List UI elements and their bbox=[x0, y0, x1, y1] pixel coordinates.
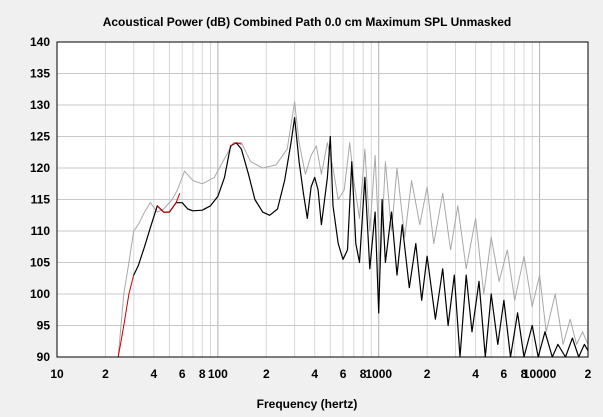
x-tick-label: 8 bbox=[521, 367, 528, 381]
y-tick-label: 110 bbox=[31, 224, 51, 238]
y-tick-label: 105 bbox=[30, 256, 50, 270]
grid bbox=[57, 42, 588, 357]
x-tick-label: 8 bbox=[360, 367, 367, 381]
x-tick-label: 2 bbox=[585, 367, 592, 381]
plot-frame bbox=[56, 41, 589, 358]
y-tick-label: 135 bbox=[30, 67, 50, 81]
x-tick-label: 2 bbox=[424, 367, 431, 381]
x-tick-label: 4 bbox=[151, 367, 158, 381]
x-tick-label: 2 bbox=[263, 367, 270, 381]
series-line-1 bbox=[133, 116, 589, 358]
x-tick-label: 8 bbox=[199, 367, 206, 381]
y-tick-labels: 140 135 130 125 120 115 110 105 100 95 90 bbox=[30, 35, 50, 364]
y-tick-label: 130 bbox=[30, 98, 50, 112]
y-tick-label: 140 bbox=[30, 35, 50, 49]
x-tick-label: 6 bbox=[179, 367, 186, 381]
series-line-4 bbox=[230, 142, 242, 147]
series-line-0 bbox=[117, 101, 589, 358]
x-axis-label: Frequency (hertz) bbox=[257, 397, 358, 411]
x-tick-label: 10000 bbox=[523, 367, 557, 381]
x-tick-label: 1000 bbox=[365, 367, 392, 381]
y-tick-label: 115 bbox=[31, 193, 51, 207]
x-tick-label: 6 bbox=[340, 367, 347, 381]
x-tick-label: 4 bbox=[472, 367, 479, 381]
chart-title: Acoustical Power (dB) Combined Path 0.0 … bbox=[103, 15, 512, 29]
series-group bbox=[117, 101, 589, 358]
y-tick-label: 125 bbox=[30, 130, 50, 144]
y-tick-label: 120 bbox=[30, 161, 50, 175]
x-tick-label: 4 bbox=[311, 367, 318, 381]
x-tick-label: 100 bbox=[208, 367, 228, 381]
x-tick-label: 10 bbox=[50, 367, 64, 381]
series-line-2 bbox=[117, 274, 135, 358]
series-line-3 bbox=[156, 193, 181, 213]
x-tick-label: 2 bbox=[102, 367, 109, 381]
y-tick-label: 100 bbox=[30, 287, 50, 301]
y-tick-label: 90 bbox=[37, 350, 51, 364]
y-tick-label: 95 bbox=[37, 319, 51, 333]
x-tick-label: 6 bbox=[501, 367, 508, 381]
